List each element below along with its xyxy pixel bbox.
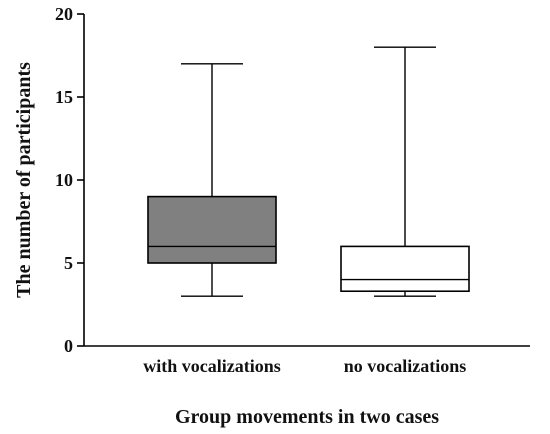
y-axis-ticks: 0 5 10 15 20 xyxy=(55,4,84,356)
y-axis-title: The number of participants xyxy=(13,62,35,298)
iqr-box xyxy=(340,245,470,293)
x-axis-categories: with vocalizations no vocalizations xyxy=(143,356,466,376)
y-tick-label: 5 xyxy=(64,253,73,273)
plot-area xyxy=(147,46,470,297)
iqr-box xyxy=(147,195,277,264)
box-group xyxy=(340,46,470,297)
y-tick-label: 0 xyxy=(64,336,73,356)
y-tick-label: 15 xyxy=(55,87,73,107)
y-tick-label: 20 xyxy=(55,4,73,24)
x-category-label: no vocalizations xyxy=(344,356,467,376)
x-axis-title: Group movements in two cases xyxy=(175,406,439,428)
box-group xyxy=(147,63,277,297)
x-category-label: with vocalizations xyxy=(143,356,281,376)
y-tick-label: 10 xyxy=(55,170,73,190)
